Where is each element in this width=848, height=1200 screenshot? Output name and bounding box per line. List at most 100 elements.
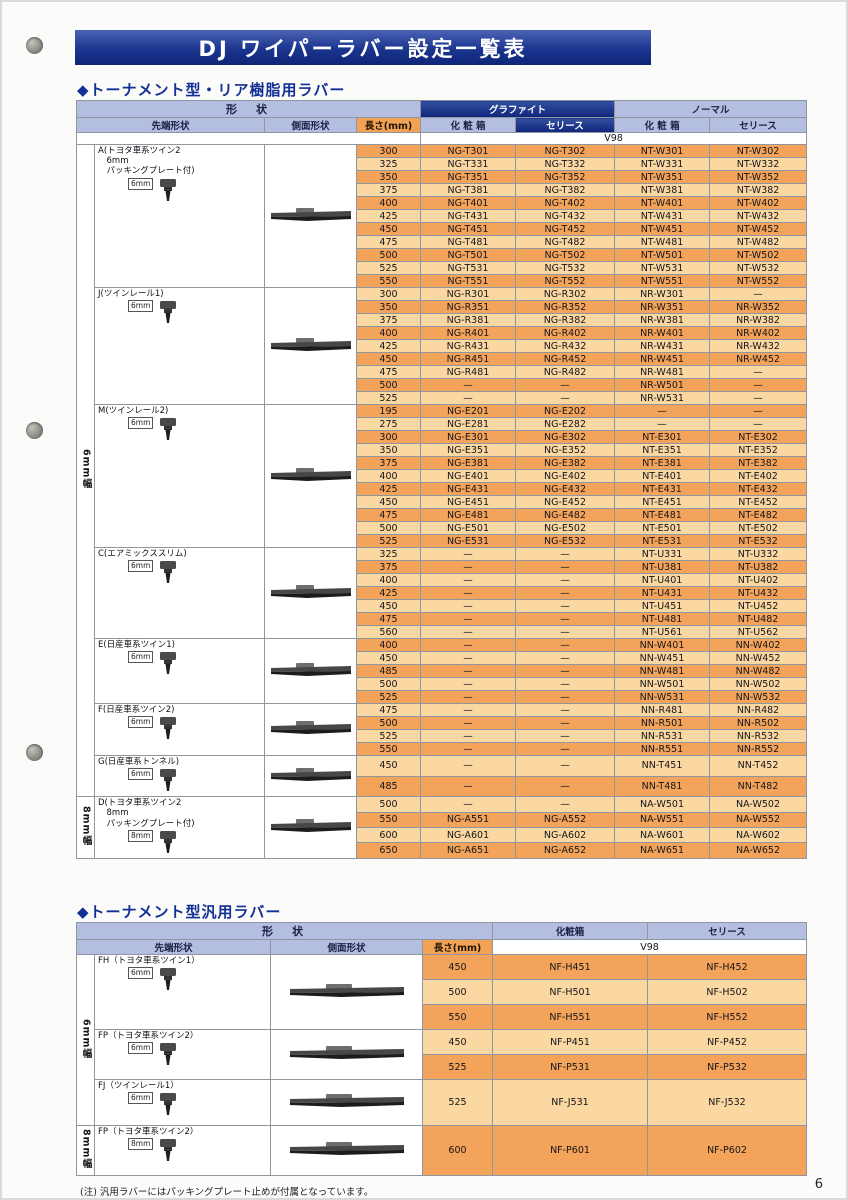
table-row: 500— — NN-W501 NN-W502 xyxy=(77,677,808,691)
part-number-cell: NG-T402 xyxy=(514,196,616,210)
table-row: 500 NF-H501 NF-H502 xyxy=(77,979,807,1005)
tip-shape-icon xyxy=(157,967,179,994)
length-cell: 475 xyxy=(356,508,421,522)
part-number-cell: NT-U401 xyxy=(614,573,711,587)
tip-shape-label: FP（トヨタ車系ツイン2） xyxy=(98,1031,199,1041)
tip-shape-label: E(日産車系ツイン1) xyxy=(98,640,175,650)
section2-heading: ◆トーナメント型汎用ラバー xyxy=(77,903,282,921)
part-number-cell: NT-E302 xyxy=(709,430,808,444)
length-cell: 500 xyxy=(356,378,421,392)
section1-heading: ◆トーナメント型・リア樹脂用ラバー xyxy=(77,81,346,99)
table-row: 400 NG-E401 NG-E402 NT-E401 NT-E402 xyxy=(77,469,808,483)
punch-hole xyxy=(26,422,43,439)
part-number-cell: NG-R451 xyxy=(420,352,516,366)
part-number-cell: NF-J531 xyxy=(492,1079,648,1126)
part-number-cell: NG-R431 xyxy=(420,339,516,353)
part-number-cell: NN-R501 xyxy=(614,716,711,730)
width-tag: 6mm xyxy=(128,651,154,664)
width-tag: 6mm xyxy=(128,1092,154,1105)
width-tag: 6mm xyxy=(128,177,154,190)
tip-shape-header: 先端形状 xyxy=(76,117,265,133)
part-number-cell: NF-H452 xyxy=(647,954,807,980)
part-number-cell: NG-E482 xyxy=(514,508,616,522)
length-cell: 300 xyxy=(356,430,421,444)
tip-shape-label: M(ツインレール2) xyxy=(98,406,169,416)
length-cell: 475 xyxy=(356,612,421,626)
part-number-cell: NT-E431 xyxy=(614,482,711,496)
part-number-cell: NT-W482 xyxy=(709,235,808,249)
part-number-cell: — xyxy=(420,573,516,587)
length-cell: 550 xyxy=(422,1004,493,1030)
part-number-cell: NF-P451 xyxy=(492,1029,648,1055)
tip-shape-icon xyxy=(157,1138,179,1165)
length-cell: 485 xyxy=(356,775,421,798)
part-number-cell: NN-T482 xyxy=(709,775,808,798)
part-number-cell: NN-W532 xyxy=(709,690,808,704)
part-number-cell: NT-U381 xyxy=(614,560,711,574)
side-profile-icon xyxy=(269,767,353,782)
part-number-cell: — xyxy=(420,664,516,678)
tip-shape-label: A(トヨタ車系ツイン2 6mm パッキングプレート付) xyxy=(98,146,195,177)
side-shape-cell xyxy=(264,144,357,288)
part-number-cell: NN-W531 xyxy=(614,690,711,704)
side-profile-icon xyxy=(269,207,353,222)
part-number-cell: — xyxy=(514,391,616,405)
punch-hole xyxy=(26,37,43,54)
part-number-cell: — xyxy=(709,287,808,301)
width-tag: 6mm xyxy=(128,967,154,980)
table-row: 525 NG-T531 NG-T532 NT-W531 NT-W532 xyxy=(77,261,808,275)
part-number-cell: NN-R482 xyxy=(709,703,808,717)
part-number-cell: — xyxy=(514,612,616,626)
part-number-cell: NT-U452 xyxy=(709,599,808,613)
width-group-cell: 8mm幅 xyxy=(76,1125,95,1176)
part-number-cell: NG-A551 xyxy=(420,811,516,828)
part-number-cell: NT-U432 xyxy=(709,586,808,600)
side-shape-cell xyxy=(270,954,423,1030)
part-number-cell: NG-T532 xyxy=(514,261,616,275)
table-row: 450 NG-E451 NG-E452 NT-E451 NT-E452 xyxy=(77,495,808,509)
part-number-cell: NT-E381 xyxy=(614,456,711,470)
part-number-cell: NG-R301 xyxy=(420,287,516,301)
side-shape-header: 側面形状 xyxy=(264,117,357,133)
part-number-cell: NN-W452 xyxy=(709,651,808,665)
side-shape-cell xyxy=(270,1029,423,1080)
part-number-cell: NG-R452 xyxy=(514,352,616,366)
side-profile-icon xyxy=(288,1046,406,1060)
part-number-cell: NG-E402 xyxy=(514,469,616,483)
part-number-cell: NT-E351 xyxy=(614,443,711,457)
part-number-cell: NG-T351 xyxy=(420,170,516,184)
side-profile-icon xyxy=(269,721,353,735)
normal-box-header: 化 粧 箱 xyxy=(614,117,711,133)
part-number-cell: NT-W532 xyxy=(709,261,808,275)
part-number-cell: NT-W301 xyxy=(614,144,711,158)
table-row: 500— — NN-R501 NN-R502 xyxy=(77,716,808,730)
length-cell: 450 xyxy=(356,352,421,366)
part-number-cell: NT-U561 xyxy=(614,625,711,639)
tip-shape-label: J(ツインレール1) xyxy=(98,289,164,299)
part-number-cell: NN-W481 xyxy=(614,664,711,678)
length-cell: 525 xyxy=(356,690,421,704)
tip-shape-label: C(エアミックススリム) xyxy=(98,549,187,559)
part-number-cell: NF-P452 xyxy=(647,1029,807,1055)
part-number-cell: NT-E501 xyxy=(614,521,711,535)
part-number-cell: NT-E402 xyxy=(709,469,808,483)
part-number-cell: NN-W401 xyxy=(614,638,711,652)
part-number-cell: NG-R481 xyxy=(420,365,516,379)
length-cell: 550 xyxy=(356,811,421,828)
part-number-cell: NT-E432 xyxy=(709,482,808,496)
length-cell: 450 xyxy=(356,755,421,777)
part-number-cell: NT-E401 xyxy=(614,469,711,483)
part-number-cell: NN-W482 xyxy=(709,664,808,678)
page-number: 6 xyxy=(814,1177,823,1192)
table-row: 6mm幅 A(トヨタ車系ツイン2 6mm パッキングプレート付) 6mm 300 NG-… xyxy=(76,143,808,798)
table-row: 525— — NN-W531 NN-W532 xyxy=(77,690,808,704)
length-cell: 450 xyxy=(356,599,421,613)
part-number-cell: — xyxy=(420,775,516,798)
part-number-cell: NR-W352 xyxy=(709,300,808,314)
part-number-cell: NG-E401 xyxy=(420,469,516,483)
table-row: E(日産車系ツイン1) 6mm 400— — NN-W401 NN-W402 xyxy=(77,638,808,704)
part-number-cell: NT-U382 xyxy=(709,560,808,574)
tip-shape-icon xyxy=(157,300,179,327)
table-row: 400 NG-R401 NG-R402 NR-W401 NR-W402 xyxy=(77,326,808,340)
